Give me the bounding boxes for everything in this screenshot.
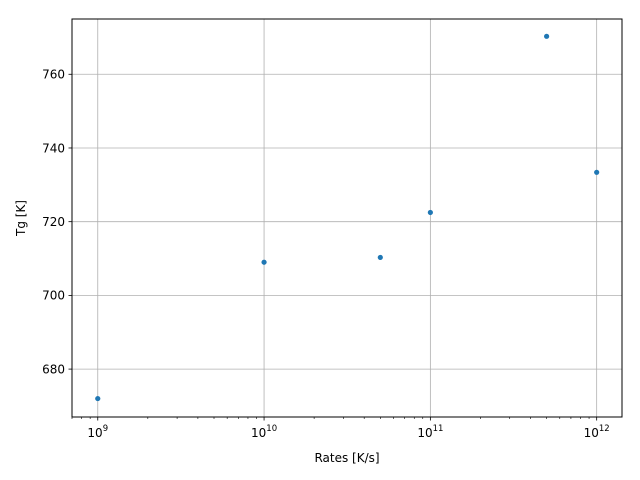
grid xyxy=(72,19,622,417)
x-tick-label: 109 xyxy=(87,424,108,440)
x-tick-label: 1011 xyxy=(417,424,443,440)
x-axis-label: Rates [K/s] xyxy=(314,451,379,465)
x-tick-label: 1012 xyxy=(584,424,610,440)
x-minor-ticks xyxy=(71,417,590,419)
y-tick-label: 760 xyxy=(42,68,65,82)
x-tick-label: 1010 xyxy=(251,424,277,440)
data-point xyxy=(594,169,600,175)
y-tick-label: 680 xyxy=(42,362,65,376)
y-tick-label: 700 xyxy=(42,289,65,303)
data-point xyxy=(95,395,101,402)
axes-frame xyxy=(71,18,623,418)
y-axis-label: Tg [K] xyxy=(14,200,28,237)
data-point xyxy=(427,209,433,216)
plot-area xyxy=(72,19,622,417)
data-points xyxy=(95,33,600,402)
ticks: 109 1010 1011 1012 680 700 720 740 760 xyxy=(42,68,610,440)
y-tick-label: 720 xyxy=(42,215,65,229)
data-point xyxy=(544,33,550,39)
y-tick-label: 740 xyxy=(42,141,65,155)
data-point xyxy=(261,259,267,265)
data-point xyxy=(377,254,383,261)
